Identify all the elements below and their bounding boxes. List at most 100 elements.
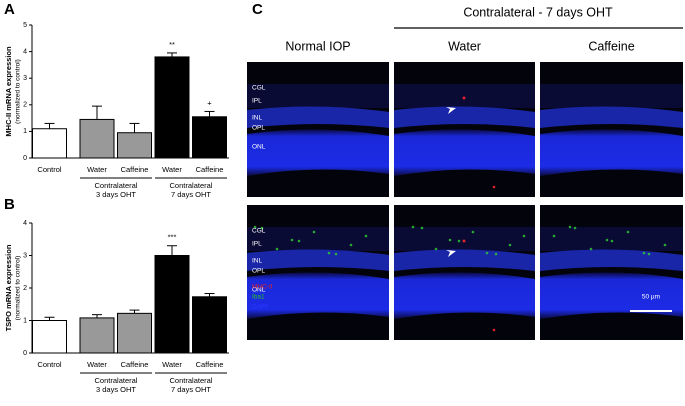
iba1-speck [327, 251, 331, 255]
y-tick-label: 3 [23, 75, 27, 82]
iba1-speck [297, 239, 301, 243]
y-axis-sublabel: (normalized to control) [15, 256, 22, 321]
onl-band [247, 272, 389, 319]
bar [154, 255, 190, 354]
bar [192, 296, 227, 354]
inl-band [247, 249, 389, 271]
panel-label: C [252, 1, 263, 18]
iba1-speck [552, 234, 556, 238]
iba1-speck [411, 225, 415, 229]
panel-label: B [4, 196, 15, 213]
bar [117, 132, 152, 159]
y-tick-label: 2 [23, 102, 27, 109]
layer-label: ONL [252, 287, 266, 294]
inl-band [394, 249, 535, 271]
iba1-speck [568, 225, 572, 229]
iba1-speck [485, 251, 489, 255]
inl-band [540, 249, 683, 271]
y-tick-label: 4 [23, 48, 27, 55]
group-label: Contralateral [170, 376, 213, 385]
arrow [446, 250, 456, 257]
significance-mark: + [207, 98, 212, 107]
y-tick-label: 2 [23, 285, 27, 292]
micrograph [247, 205, 389, 340]
x-tick-label: Caffeine [196, 165, 224, 174]
group-label: Contralateral [95, 376, 138, 385]
iba1-speck [253, 225, 257, 229]
x-tick-label: Control [37, 360, 62, 369]
layer-label: CGL [252, 85, 266, 92]
iba1-speck [275, 247, 279, 251]
iba1-speck [626, 230, 630, 234]
layer-label: CGL [252, 228, 266, 235]
group-label: 7 days OHT [171, 190, 211, 199]
arrow [446, 107, 456, 114]
group-label: Contralateral [170, 181, 213, 190]
inl-band [394, 106, 535, 128]
iba1-speck [420, 226, 424, 230]
layer-label: IPL [252, 241, 262, 248]
stain-legend: Iba1 [252, 294, 265, 301]
mhc-speck [462, 239, 466, 243]
iba1-speck [312, 230, 316, 234]
ipl-band [394, 84, 535, 108]
iba1-speck [605, 238, 609, 242]
significance-mark: ** [169, 40, 175, 49]
x-tick-label: Water [87, 165, 107, 174]
bar [32, 320, 67, 354]
iba1-speck [434, 247, 438, 251]
iba1-speck [663, 243, 667, 247]
group-label: 3 days OHT [96, 190, 136, 199]
mhc-speck [492, 328, 496, 332]
iba1-speck [290, 238, 294, 242]
mhc-speck [462, 96, 466, 100]
micrograph [394, 205, 535, 340]
inl-band [247, 106, 389, 128]
x-tick-label: Caffeine [121, 165, 149, 174]
iba1-speck [610, 239, 614, 243]
stain-legend: MHC-II [252, 284, 273, 291]
group-label: 7 days OHT [171, 385, 211, 394]
mhc-speck [492, 185, 496, 189]
y-tick-label: 5 [23, 22, 27, 29]
iba1-speck [448, 238, 452, 242]
panel-title: Contralateral - 7 days OHT [463, 5, 613, 19]
iba1-speck [508, 243, 512, 247]
onl-band [247, 129, 389, 176]
y-tick-label: 3 [23, 252, 27, 259]
layer-label: ONL [252, 144, 266, 151]
x-tick-label: Control [37, 165, 62, 174]
y-tick-label: 4 [23, 220, 27, 227]
y-tick-label: 0 [23, 350, 27, 357]
x-tick-label: Caffeine [121, 360, 149, 369]
layer-label: OPL [252, 125, 265, 132]
bar [79, 317, 115, 354]
onl-band [394, 272, 535, 319]
y-axis-label: TSPO mRNA expression [4, 244, 13, 331]
micrograph [540, 205, 683, 340]
ipl-band [247, 84, 389, 108]
scale-bar-label: 50 µm [642, 294, 660, 301]
stain-legend: DAPI [252, 304, 267, 311]
iba1-speck [642, 251, 646, 255]
ipl-band [540, 227, 683, 251]
iba1-speck [334, 252, 338, 256]
x-tick-label: Water [162, 360, 182, 369]
inl-band [540, 106, 683, 128]
bar [79, 118, 115, 159]
significance-mark: *** [168, 233, 177, 242]
iba1-speck [260, 226, 264, 230]
column-header: Caffeine [588, 39, 634, 53]
iba1-speck [364, 234, 368, 238]
group-label: 3 days OHT [96, 385, 136, 394]
bar [192, 116, 227, 159]
layer-label: INL [252, 115, 263, 122]
column-header: Water [448, 39, 481, 53]
ipl-band [247, 227, 389, 251]
iba1-speck [647, 252, 651, 256]
y-axis-label: MHC-II mRNA expression [4, 46, 13, 137]
x-tick-label: Caffeine [196, 360, 224, 369]
onl-band [540, 272, 683, 319]
iba1-speck [494, 252, 498, 256]
